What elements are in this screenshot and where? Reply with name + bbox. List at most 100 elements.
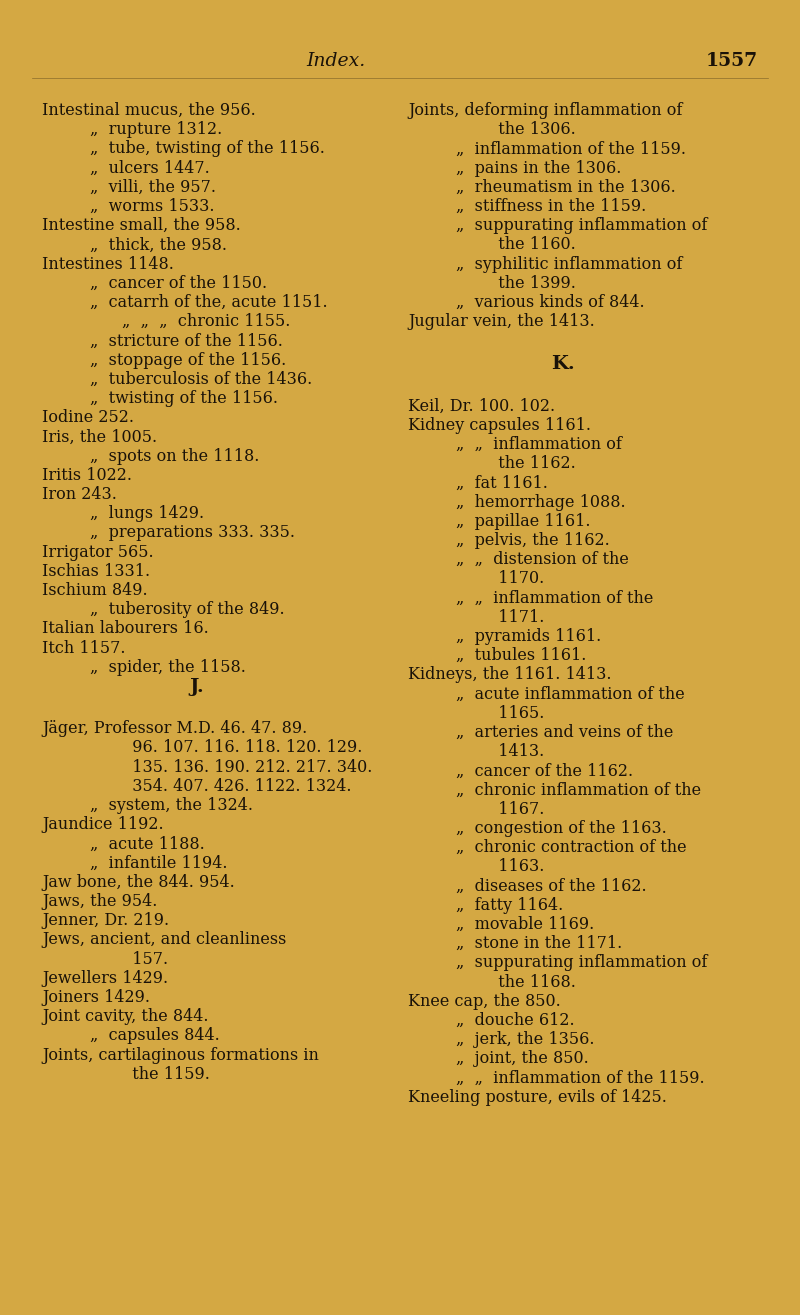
Text: „  papillae 1161.: „ papillae 1161. [456, 513, 590, 530]
Text: K.: K. [551, 355, 575, 373]
Text: Iritis 1022.: Iritis 1022. [42, 467, 132, 484]
Text: Knee cap, the 850.: Knee cap, the 850. [408, 993, 561, 1010]
Text: „  rupture 1312.: „ rupture 1312. [90, 121, 222, 138]
Text: Kidney capsules 1161.: Kidney capsules 1161. [408, 417, 591, 434]
Text: „  cancer of the 1162.: „ cancer of the 1162. [456, 763, 633, 780]
Text: Keil, Dr. 100. 102.: Keil, Dr. 100. 102. [408, 397, 555, 414]
Text: „  spider, the 1158.: „ spider, the 1158. [90, 659, 246, 676]
Text: „  fat 1161.: „ fat 1161. [456, 475, 548, 492]
Text: the 1159.: the 1159. [122, 1066, 210, 1082]
Text: „  hemorrhage 1088.: „ hemorrhage 1088. [456, 493, 626, 510]
Text: „  „  inflammation of the: „ „ inflammation of the [456, 589, 654, 606]
Text: Iron 243.: Iron 243. [42, 487, 117, 504]
Text: Intestinal mucus, the 956.: Intestinal mucus, the 956. [42, 103, 256, 118]
Text: J.: J. [190, 679, 204, 696]
Text: „  congestion of the 1163.: „ congestion of the 1163. [456, 821, 666, 838]
Text: Jugular vein, the 1413.: Jugular vein, the 1413. [408, 313, 594, 330]
Text: 96. 107. 116. 118. 120. 129.: 96. 107. 116. 118. 120. 129. [122, 739, 362, 756]
Text: „  villi, the 957.: „ villi, the 957. [90, 179, 216, 196]
Text: Joiners 1429.: Joiners 1429. [42, 989, 150, 1006]
Text: „  jerk, the 1356.: „ jerk, the 1356. [456, 1031, 594, 1048]
Text: „  thick, the 958.: „ thick, the 958. [90, 237, 227, 254]
Text: Jaw bone, the 844. 954.: Jaw bone, the 844. 954. [42, 874, 234, 890]
Text: „  pains in the 1306.: „ pains in the 1306. [456, 159, 622, 176]
Text: „  acute inflammation of the: „ acute inflammation of the [456, 685, 685, 702]
Text: „  worms 1533.: „ worms 1533. [90, 199, 214, 214]
Text: Index.: Index. [306, 53, 366, 70]
Text: „  various kinds of 844.: „ various kinds of 844. [456, 295, 645, 312]
Text: Joint cavity, the 844.: Joint cavity, the 844. [42, 1009, 209, 1026]
Text: Itch 1157.: Itch 1157. [42, 639, 126, 656]
Text: „  arteries and veins of the: „ arteries and veins of the [456, 725, 674, 742]
Text: Iodine 252.: Iodine 252. [42, 409, 134, 426]
Text: 1557: 1557 [706, 53, 758, 70]
Text: Joints, cartilaginous formations in: Joints, cartilaginous formations in [42, 1047, 319, 1064]
Text: „  movable 1169.: „ movable 1169. [456, 917, 594, 934]
Text: „  lungs 1429.: „ lungs 1429. [90, 505, 204, 522]
Text: 1165.: 1165. [488, 705, 544, 722]
Text: „  inflammation of the 1159.: „ inflammation of the 1159. [456, 141, 686, 158]
Text: „  stone in the 1171.: „ stone in the 1171. [456, 935, 622, 952]
Text: „  suppurating inflammation of: „ suppurating inflammation of [456, 217, 707, 234]
Text: „  system, the 1324.: „ system, the 1324. [90, 797, 253, 814]
Text: „  „  distension of the: „ „ distension of the [456, 551, 629, 568]
Text: 1171.: 1171. [488, 609, 544, 626]
Text: 1167.: 1167. [488, 801, 544, 818]
Text: „  tubules 1161.: „ tubules 1161. [456, 647, 586, 664]
Text: the 1160.: the 1160. [488, 237, 576, 254]
Text: Kidneys, the 1161. 1413.: Kidneys, the 1161. 1413. [408, 667, 611, 684]
Text: Jews, ancient, and cleanliness: Jews, ancient, and cleanliness [42, 931, 286, 948]
Text: the 1162.: the 1162. [488, 455, 576, 472]
Text: Jewellers 1429.: Jewellers 1429. [42, 970, 168, 986]
Text: „  tuberosity of the 849.: „ tuberosity of the 849. [90, 601, 285, 618]
Text: „  spots on the 1118.: „ spots on the 1118. [90, 447, 259, 464]
Text: „  infantile 1194.: „ infantile 1194. [90, 855, 227, 872]
Text: 1163.: 1163. [488, 859, 544, 876]
Text: Jenner, Dr. 219.: Jenner, Dr. 219. [42, 913, 169, 930]
Text: 1170.: 1170. [488, 571, 544, 588]
Text: „  cancer of the 1150.: „ cancer of the 1150. [90, 275, 267, 292]
Text: „  tuberculosis of the 1436.: „ tuberculosis of the 1436. [90, 371, 312, 388]
Text: Joints, deforming inflammation of: Joints, deforming inflammation of [408, 103, 682, 118]
Text: Jäger, Professor M.D. 46. 47. 89.: Jäger, Professor M.D. 46. 47. 89. [42, 721, 307, 738]
Text: Iris, the 1005.: Iris, the 1005. [42, 429, 157, 446]
Text: „  „  „  chronic 1155.: „ „ „ chronic 1155. [122, 313, 290, 330]
Text: „  douche 612.: „ douche 612. [456, 1013, 574, 1030]
Text: Jaws, the 954.: Jaws, the 954. [42, 893, 158, 910]
Text: 135. 136. 190. 212. 217. 340.: 135. 136. 190. 212. 217. 340. [122, 759, 372, 776]
Text: „  pelvis, the 1162.: „ pelvis, the 1162. [456, 533, 610, 550]
Text: 354. 407. 426. 1122. 1324.: 354. 407. 426. 1122. 1324. [122, 778, 351, 794]
Text: „  stiffness in the 1159.: „ stiffness in the 1159. [456, 199, 646, 214]
Text: „  capsules 844.: „ capsules 844. [90, 1027, 220, 1044]
Text: Intestines 1148.: Intestines 1148. [42, 255, 174, 272]
Text: „  rheumatism in the 1306.: „ rheumatism in the 1306. [456, 179, 676, 196]
Text: „  suppurating inflammation of: „ suppurating inflammation of [456, 955, 707, 972]
Text: 157.: 157. [122, 951, 168, 968]
Text: „  ulcers 1447.: „ ulcers 1447. [90, 159, 210, 176]
Text: „  syphilitic inflammation of: „ syphilitic inflammation of [456, 255, 682, 272]
Text: „  diseases of the 1162.: „ diseases of the 1162. [456, 877, 646, 894]
Text: the 1306.: the 1306. [488, 121, 576, 138]
Text: „  preparations 333. 335.: „ preparations 333. 335. [90, 525, 295, 542]
Text: „  chronic contraction of the: „ chronic contraction of the [456, 839, 686, 856]
Text: „  acute 1188.: „ acute 1188. [90, 835, 205, 852]
Text: Italian labourers 16.: Italian labourers 16. [42, 621, 209, 638]
Text: „  chronic inflammation of the: „ chronic inflammation of the [456, 781, 701, 798]
Text: Ischium 849.: Ischium 849. [42, 583, 148, 600]
Text: „  tube, twisting of the 1156.: „ tube, twisting of the 1156. [90, 141, 325, 158]
Text: the 1168.: the 1168. [488, 973, 576, 990]
Text: 1413.: 1413. [488, 743, 544, 760]
Text: Intestine small, the 958.: Intestine small, the 958. [42, 217, 241, 234]
Text: „  joint, the 850.: „ joint, the 850. [456, 1051, 589, 1068]
Text: „  catarrh of the, acute 1151.: „ catarrh of the, acute 1151. [90, 295, 328, 312]
Text: the 1399.: the 1399. [488, 275, 576, 292]
Text: „  stricture of the 1156.: „ stricture of the 1156. [90, 333, 283, 350]
Text: Irrigator 565.: Irrigator 565. [42, 543, 154, 560]
Text: Ischias 1331.: Ischias 1331. [42, 563, 150, 580]
Text: „  twisting of the 1156.: „ twisting of the 1156. [90, 391, 278, 408]
Text: „  fatty 1164.: „ fatty 1164. [456, 897, 563, 914]
Text: „  „  inflammation of the 1159.: „ „ inflammation of the 1159. [456, 1069, 705, 1086]
Text: „  stoppage of the 1156.: „ stoppage of the 1156. [90, 351, 286, 368]
Text: Jaundice 1192.: Jaundice 1192. [42, 817, 164, 834]
Text: Kneeling posture, evils of 1425.: Kneeling posture, evils of 1425. [408, 1089, 667, 1106]
